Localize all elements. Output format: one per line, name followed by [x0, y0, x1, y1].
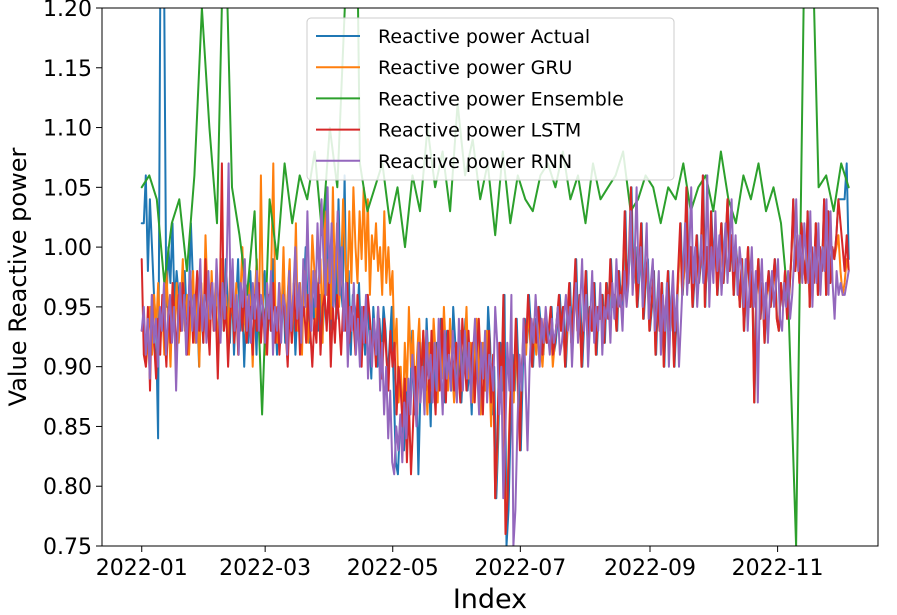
y-tick-label: 1.00 [43, 236, 92, 261]
series-layer [140, 8, 850, 546]
y-tick-label: 1.05 [43, 176, 92, 201]
legend-label-4: Reactive power RNN [378, 151, 572, 173]
y-tick-label: 1.10 [43, 117, 92, 142]
plot-frame [101, 7, 879, 547]
y-tick-label: 1.20 [43, 0, 92, 22]
x-tick-label: 2022-03 [219, 556, 311, 581]
series-line-4 [140, 162, 850, 546]
y-tick-label: 0.90 [43, 356, 92, 381]
legend-label-1: Reactive power GRU [378, 57, 572, 79]
y-tick-label: 0.75 [43, 535, 92, 560]
x-tick-label: 2022-01 [96, 556, 188, 581]
x-tick-label: 2022-07 [474, 556, 566, 581]
y-tick-label: 1.15 [43, 57, 92, 82]
x-tick-label: 2022-11 [732, 556, 824, 581]
legend-box [306, 17, 675, 181]
legend: Reactive power Actual Reactive power GRU R… [306, 17, 675, 181]
y-axis: 0.75 0.80 0.85 0.90 0.95 1.00 1.05 1.10 1.15 1.20 [43, 0, 102, 560]
y-tick-label: 0.95 [43, 296, 92, 321]
legend-label-3: Reactive power LSTM [378, 120, 581, 142]
x-axis: 2022-01 2022-03 2022-05 2022-07 2022-09 2022-… [96, 546, 824, 581]
legend-label-0: Reactive power Actual [378, 26, 590, 48]
x-tick-label: 2022-09 [604, 556, 696, 581]
legend-label-2: Reactive power Ensemble [378, 88, 624, 110]
x-tick-label: 2022-05 [347, 556, 439, 581]
y-tick-label: 0.85 [43, 415, 92, 440]
x-axis-title: Index [453, 584, 527, 615]
y-tick-label: 0.80 [43, 475, 92, 500]
y-axis-title: Value Reactive power [4, 148, 32, 407]
